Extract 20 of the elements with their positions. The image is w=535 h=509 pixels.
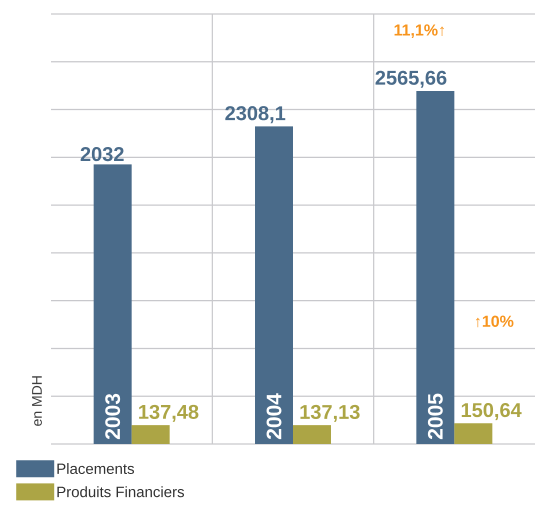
data-label: 2565,66 xyxy=(376,70,446,88)
annotation: ↑10% xyxy=(476,316,514,328)
y-axis-title: en MDH xyxy=(32,376,42,426)
data-label: 2308,1 xyxy=(225,106,286,124)
bar xyxy=(94,164,132,444)
legend-label: Placements xyxy=(57,463,134,474)
bar xyxy=(293,425,332,444)
x-tick-label: 2003 xyxy=(105,394,120,440)
x-tick-label: 2004 xyxy=(266,393,282,440)
legend-label: Produits Financiers xyxy=(57,486,184,498)
data-label: 150,64 xyxy=(462,403,522,420)
x-tick-label: 2005 xyxy=(428,394,443,440)
bar xyxy=(454,423,492,444)
data-label: 2032 xyxy=(80,147,124,162)
annotation: 11,1%↑ xyxy=(394,24,444,38)
bar xyxy=(255,126,293,444)
data-label: 137,48 xyxy=(139,404,198,422)
bar xyxy=(416,90,454,444)
data-label: 137,13 xyxy=(300,404,360,422)
bar xyxy=(132,425,170,444)
